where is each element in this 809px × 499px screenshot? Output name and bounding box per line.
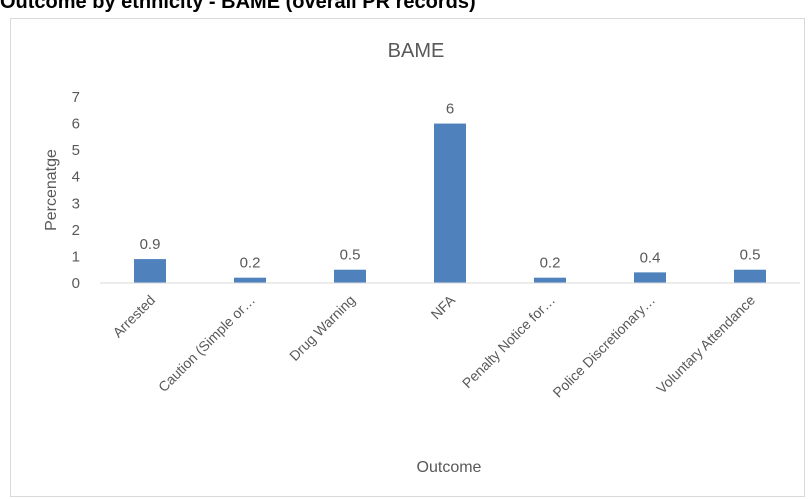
bar — [634, 272, 666, 283]
x-tick-label: Police Discretionary… — [549, 292, 658, 401]
data-label: 0.2 — [540, 255, 561, 272]
y-tick-label: 6 — [72, 116, 80, 133]
y-axis-title: Percenatge — [43, 149, 60, 231]
data-label: 0.9 — [140, 236, 161, 253]
chart-area — [10, 18, 805, 497]
x-tick-label: Arrested — [109, 292, 158, 341]
bar — [234, 277, 266, 283]
y-tick-label: 3 — [72, 195, 80, 212]
bar — [134, 259, 166, 283]
chart-title: BAME — [388, 40, 445, 62]
data-label: 0.2 — [240, 255, 261, 272]
bar — [334, 269, 366, 283]
y-tick-label: 4 — [72, 169, 80, 186]
bar — [434, 123, 466, 283]
y-tick-label: 5 — [72, 142, 80, 159]
x-tick-label: Voluntary Attendance — [653, 292, 758, 397]
y-tick-label: 7 — [72, 89, 80, 106]
data-label: 0.5 — [340, 247, 361, 264]
y-tick-label: 0 — [72, 275, 80, 292]
bar — [534, 277, 566, 283]
x-tick-label: Drug Warning — [286, 292, 358, 364]
y-tick-label: 1 — [72, 248, 80, 265]
y-tick-label: 2 — [72, 222, 80, 239]
x-tick-label: Caution (Simple or… — [155, 292, 258, 395]
data-label: 0.5 — [740, 247, 761, 264]
x-tick-label: NFA — [428, 291, 459, 322]
bar — [734, 269, 766, 283]
data-label: 6 — [446, 101, 454, 118]
page-heading: Outcome by ethnicity - BAME (overall PR … — [0, 0, 476, 13]
data-label: 0.4 — [640, 249, 661, 266]
x-axis-title: Outcome — [417, 459, 482, 476]
x-tick-label: Penalty Notice for… — [459, 292, 558, 391]
